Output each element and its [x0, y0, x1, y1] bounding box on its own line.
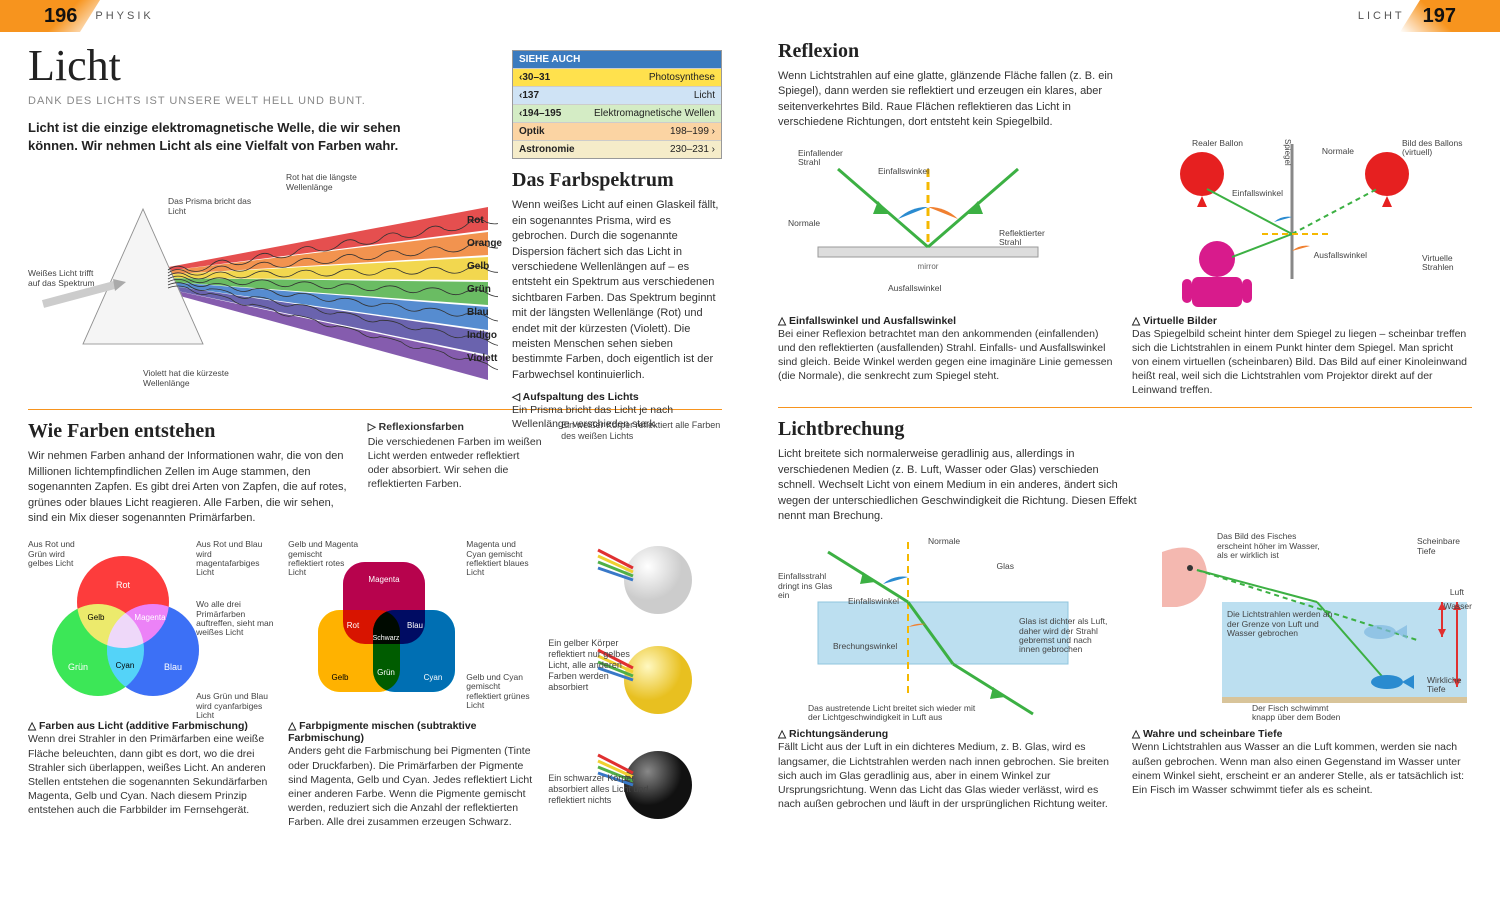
page-number: 196 [44, 5, 77, 28]
see-also-box: SIEHE AUCH ‹30–31Photosynthese‹137Licht‹… [512, 50, 722, 159]
svg-text:Gelb: Gelb [332, 673, 349, 682]
page-left: 196 PHYSIK Licht DANK DES LICHTS IST UNS… [0, 0, 750, 904]
color-mixing-row: Rot Grün Blau Gelb Magenta Cyan Aus Rot … [28, 540, 722, 833]
see-also-row: Optik198–199 › [513, 122, 721, 140]
refraction-fish-diagram: Das Bild des Fisches erscheint höher im … [1132, 532, 1472, 722]
see-also-row: ‹137Licht [513, 86, 721, 104]
svg-text:Magenta: Magenta [369, 575, 401, 584]
see-also-row: ‹194–195 Elektromagnetische Wellen [513, 104, 721, 122]
howcolors-heading: Wie Farben entstehen [28, 420, 350, 443]
spectrum-body: Wenn weißes Licht auf einen Glaskeil fäl… [512, 198, 722, 383]
see-also-row: ‹30–31Photosynthese [513, 68, 721, 86]
svg-text:Grün: Grün [377, 668, 395, 677]
subtractive-venn: Magenta Gelb Cyan Rot Grün Blau Schwarz … [288, 540, 536, 720]
label: Das Prisma bricht das Licht [168, 197, 258, 216]
header-left: 196 PHYSIK [0, 0, 750, 32]
section-label: LICHT [1358, 10, 1405, 22]
svg-text:Gelb: Gelb [88, 613, 105, 622]
howcolors-body: Wir nehmen Farben anhand der Information… [28, 449, 350, 526]
spectrum-column: Das Farbspektrum Wenn weißes Licht auf e… [512, 169, 722, 431]
svg-text:Schwarz: Schwarz [373, 635, 400, 642]
svg-text:mirror: mirror [918, 262, 939, 271]
virtual-image-diagram: Realer Ballon Einfallswinkel Spiegel Nor… [1132, 139, 1472, 309]
prism-diagram: Weißes Licht trifft auf das Spektrum Das… [28, 169, 722, 399]
refraction-glass-diagram: Einfallsstrahl dringt ins Glas ein Norma… [778, 532, 1114, 722]
see-also-row: Astronomie230–231 › [513, 140, 721, 158]
header-right: LICHT 197 [750, 0, 1500, 32]
label: Weißes Licht trifft auf das Spektrum [28, 269, 98, 288]
svg-text:Rot: Rot [116, 580, 131, 590]
svg-text:Cyan: Cyan [116, 661, 135, 670]
reflexion-heading: Reflexion [778, 40, 1472, 63]
additive-venn: Rot Grün Blau Gelb Magenta Cyan Aus Rot … [28, 540, 276, 720]
section-label: PHYSIK [95, 10, 153, 22]
svg-text:Blau: Blau [164, 662, 182, 672]
prism-svg [28, 169, 498, 399]
label: Violett hat die kürzeste Wellenlänge [143, 369, 243, 388]
page-right: LICHT 197 Reflexion Wenn Lichtstrahlen a… [750, 0, 1500, 904]
page-number: 197 [1423, 5, 1456, 28]
caption-text: Ein Prisma bricht das Licht je nach Well… [512, 403, 722, 431]
caption-title: Aufspaltung des Lichts [512, 391, 639, 403]
intro-text: Licht ist die einzige elektromagnetische… [28, 119, 448, 155]
svg-text:Cyan: Cyan [424, 673, 443, 682]
brechung-heading: Lichtbrechung [778, 418, 1472, 441]
svg-text:Blau: Blau [407, 621, 423, 630]
color-list: RotOrangeGelbGrünBlauIndigoViolett [467, 209, 502, 370]
see-also-header: SIEHE AUCH [513, 51, 721, 68]
svg-text:Magenta: Magenta [134, 613, 166, 622]
svg-text:Grün: Grün [68, 662, 88, 672]
label: Rot hat die längste Wellenlänge [286, 173, 366, 192]
angle-diagram: mirror Einfallender Strahl Einfallswinke… [778, 139, 1114, 309]
spectrum-heading: Das Farbspektrum [512, 169, 722, 192]
svg-text:Rot: Rot [347, 621, 360, 630]
reflection-spheres: Ein gelber Körper reflektiert nur gelbes… [548, 540, 722, 833]
